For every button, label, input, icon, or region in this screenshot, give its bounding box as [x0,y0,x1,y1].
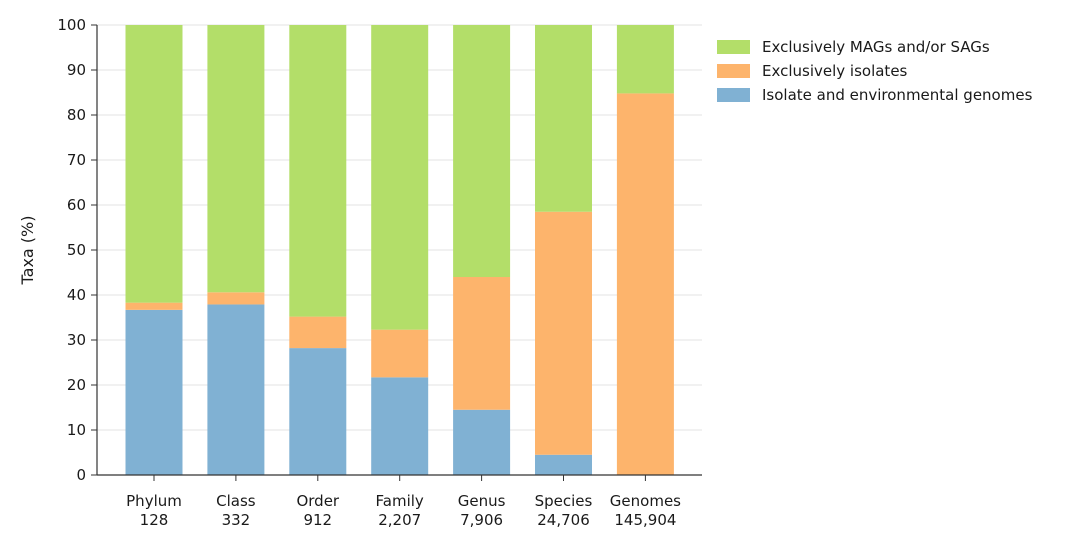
bar-order-series-1 [289,316,347,349]
bar-family-series-0 [371,377,429,475]
x-category-label: Genus [458,492,506,510]
y-tick-label: 50 [67,241,86,259]
bar-phylum-series-2 [125,25,183,303]
bar-species-series-2 [535,25,592,212]
y-tick-label: 40 [67,286,86,304]
x-category-count: 332 [222,511,251,529]
y-tick-label: 60 [67,196,86,214]
legend-swatch [717,40,750,54]
y-tick-label: 90 [67,61,86,79]
x-category-label: Order [296,492,339,510]
x-category-label: Genomes [610,492,681,510]
y-axis-label: Taxa (%) [18,216,37,286]
bar-order-series-2 [289,25,347,317]
x-category-label: Family [376,492,424,510]
y-tick-label: 70 [67,151,86,169]
x-category-label: Species [535,492,593,510]
bar-order-series-0 [289,348,347,475]
y-tick-label: 0 [76,466,86,484]
bar-genomes-series-2 [616,25,674,94]
x-category-count: 912 [303,511,332,529]
x-category-label: Phylum [126,492,182,510]
legend-swatch [717,64,750,78]
legend-entry: Isolate and environmental genomes [762,86,1033,104]
legend-entry: Exclusively MAGs and/or SAGs [762,38,990,56]
y-tick-label: 30 [67,331,86,349]
bar-phylum-series-0 [125,309,183,475]
bar-species-series-0 [535,454,592,475]
legend-swatch [717,88,750,102]
bar-genus-series-1 [453,277,511,410]
bar-phylum-series-1 [125,302,183,310]
bar-family-series-2 [371,25,429,330]
x-category-count: 128 [140,511,169,529]
legend-entry: Exclusively isolates [762,62,908,80]
bar-class-series-1 [207,292,265,305]
x-category-count: 7,906 [460,511,503,529]
x-category-count: 2,207 [378,511,421,529]
bar-genus-series-0 [453,409,511,475]
legend: Exclusively MAGs and/or SAGs Exclusively … [717,38,1033,104]
x-category-label: Class [216,492,256,510]
bars [125,25,674,481]
y-tick-label: 80 [67,106,86,124]
bar-class-series-0 [207,304,265,475]
bar-class-series-2 [207,25,265,293]
x-category-count: 145,904 [614,511,676,529]
y-tick-label: 10 [67,421,86,439]
bar-species-series-1 [535,211,592,455]
y-axis-ticks: 0 10 20 30 40 50 60 70 80 90 100 [57,16,97,484]
bar-genus-series-2 [453,25,511,277]
bar-family-series-1 [371,329,429,378]
x-category-count: 24,706 [537,511,590,529]
bar-genomes-series-1 [616,93,674,476]
y-tick-label: 100 [57,16,86,34]
y-tick-label: 20 [67,376,86,394]
